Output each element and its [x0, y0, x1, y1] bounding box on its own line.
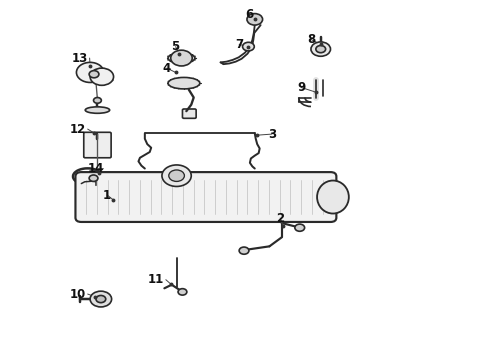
FancyBboxPatch shape [182, 109, 196, 118]
Text: 7: 7 [235, 38, 243, 51]
Circle shape [295, 224, 305, 231]
Text: 12: 12 [70, 122, 86, 136]
Text: 10: 10 [70, 288, 86, 301]
Text: 2: 2 [276, 212, 284, 225]
Circle shape [311, 42, 331, 56]
Circle shape [316, 45, 326, 53]
Circle shape [90, 291, 112, 307]
Text: 11: 11 [148, 273, 164, 286]
Circle shape [171, 50, 192, 66]
Circle shape [247, 14, 263, 25]
Circle shape [94, 98, 101, 103]
Text: 3: 3 [268, 127, 276, 141]
Ellipse shape [317, 180, 349, 213]
Text: 4: 4 [163, 62, 171, 75]
Text: 14: 14 [88, 162, 104, 175]
Circle shape [89, 71, 99, 78]
Circle shape [243, 42, 254, 51]
Circle shape [89, 175, 98, 181]
Ellipse shape [168, 53, 195, 63]
FancyBboxPatch shape [84, 132, 111, 158]
Text: 13: 13 [72, 51, 88, 64]
Circle shape [239, 247, 249, 254]
Circle shape [169, 170, 184, 181]
Ellipse shape [85, 107, 110, 113]
Text: 6: 6 [245, 8, 253, 21]
Text: 1: 1 [103, 189, 111, 202]
FancyBboxPatch shape [75, 172, 336, 222]
Circle shape [96, 296, 106, 303]
Circle shape [178, 289, 187, 295]
Text: 5: 5 [172, 40, 180, 53]
Circle shape [162, 165, 191, 186]
Text: 8: 8 [307, 33, 315, 46]
Ellipse shape [168, 77, 200, 89]
Circle shape [90, 68, 114, 85]
Circle shape [76, 62, 104, 82]
Text: 9: 9 [297, 81, 305, 94]
